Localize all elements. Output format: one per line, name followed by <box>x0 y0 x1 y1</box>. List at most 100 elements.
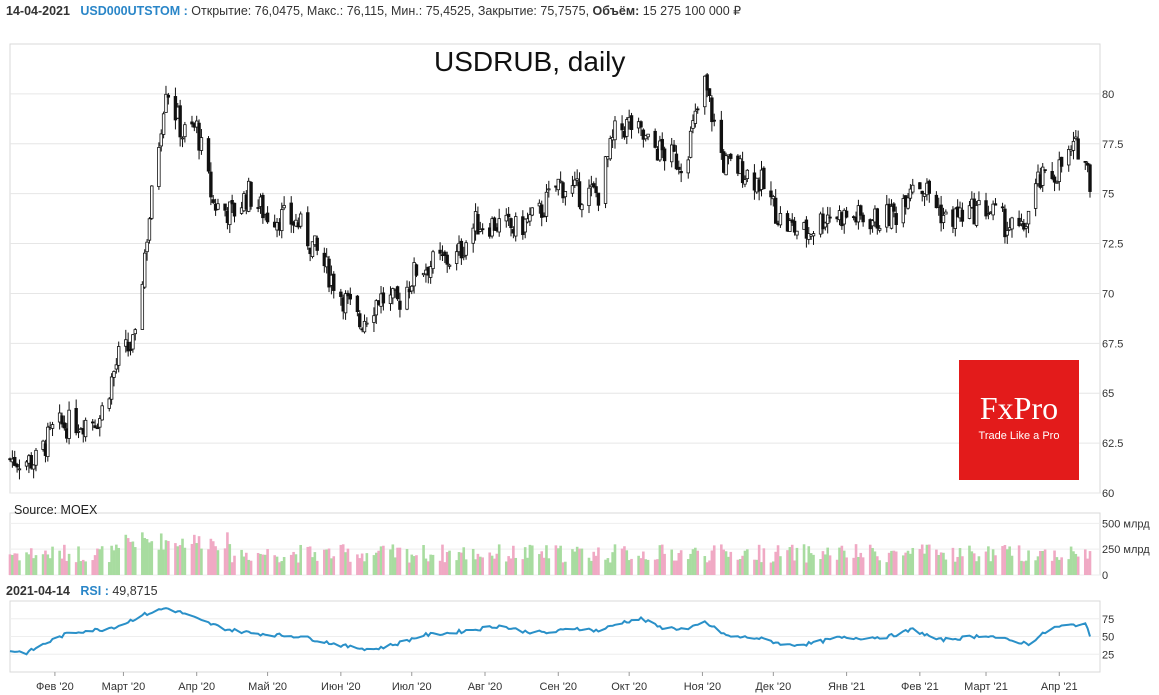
volume-bar <box>753 559 756 575</box>
candle-body <box>492 217 497 231</box>
candle-body <box>462 255 466 258</box>
volume-bar <box>200 548 203 575</box>
volume-bar <box>247 559 250 575</box>
volume-bar <box>727 556 730 575</box>
volume-bar <box>471 548 475 575</box>
candle-body <box>877 227 882 231</box>
volume-bar <box>266 549 269 575</box>
candle-body <box>180 137 185 140</box>
candle-body <box>504 214 508 222</box>
volume-bar <box>1050 560 1054 575</box>
candle-body <box>190 121 194 125</box>
candle-body <box>696 108 700 111</box>
candle-body <box>773 197 778 224</box>
volume-bar <box>294 554 298 575</box>
candle-body <box>62 422 67 429</box>
volume-bar <box>786 550 789 575</box>
volume-bar <box>840 545 844 575</box>
volume-bar <box>46 554 50 575</box>
volume-bar <box>545 545 548 575</box>
volume-bar <box>313 552 317 575</box>
volume-bar <box>975 561 978 575</box>
volume-bar <box>762 548 766 575</box>
volume-bar <box>972 553 976 575</box>
volume-bar <box>677 553 681 575</box>
candle-body <box>391 288 395 299</box>
volume-bar <box>63 544 66 575</box>
volume-bar <box>670 549 674 575</box>
volume-bar <box>686 559 690 575</box>
rsi-label[interactable]: RSI <box>80 584 102 598</box>
candle-body <box>540 204 544 218</box>
volume-bar <box>868 544 872 575</box>
volume-bar <box>675 560 678 575</box>
volume-bar <box>729 551 733 575</box>
volume-bar <box>478 556 482 575</box>
volume-bar <box>958 548 962 575</box>
volume-bar <box>894 551 898 575</box>
volume-bar <box>580 548 584 575</box>
volume-bar <box>887 552 891 575</box>
volume-bar <box>455 560 458 575</box>
candle-body <box>166 94 171 98</box>
candle-body <box>710 97 714 123</box>
candle-body <box>480 228 485 231</box>
volume-bar <box>942 552 945 575</box>
volume-bar <box>249 560 253 575</box>
volume-bar <box>1072 551 1075 575</box>
candle-body <box>414 264 419 276</box>
candle-body <box>762 167 766 190</box>
volume-bar <box>216 550 220 575</box>
volume-bar <box>282 556 286 575</box>
volume-bar <box>495 553 499 575</box>
volume-bar <box>1008 546 1011 575</box>
candle-body <box>223 203 227 211</box>
candle-body <box>117 346 121 366</box>
volume-value: 15 275 100 000 ₽ <box>642 4 742 18</box>
symbol-link[interactable]: USD000UTSTOM <box>80 4 181 18</box>
candle-body <box>977 200 981 206</box>
candle-body <box>859 205 863 216</box>
candle-body <box>561 182 565 199</box>
candle-body <box>608 138 612 160</box>
candle-body <box>93 425 97 428</box>
candle-body <box>454 251 459 264</box>
price-tick-label: 70 <box>1102 288 1114 300</box>
volume-bar <box>214 546 217 575</box>
candle-body <box>74 408 78 434</box>
volume-bar <box>398 547 402 575</box>
candle-body <box>719 119 724 153</box>
volume-bar <box>34 555 38 575</box>
candle-body <box>211 199 215 203</box>
x-tick-label: Апр '21 <box>1041 681 1078 693</box>
volume-bar <box>410 554 414 575</box>
volume-bar <box>145 539 149 575</box>
candle-body <box>724 155 728 176</box>
volume-bar <box>476 553 480 575</box>
low-label: Мин.: <box>390 4 423 18</box>
open-label: Открытие: <box>191 4 252 18</box>
candle-body <box>556 178 560 191</box>
candle-body <box>1033 183 1038 209</box>
rsi-line <box>9 607 1091 656</box>
candle-body <box>471 227 475 244</box>
candle-body <box>161 113 166 135</box>
volume-bar <box>594 555 598 575</box>
volume-bar <box>920 544 924 575</box>
volume-bar <box>1010 555 1014 575</box>
candle-body <box>844 210 849 218</box>
source-label: Source: MOEX <box>14 503 98 517</box>
candle-body <box>986 213 991 216</box>
volume-bar <box>689 553 692 575</box>
x-tick-label: Апр '20 <box>178 681 215 693</box>
volume-bar <box>769 562 773 575</box>
candle-body <box>140 283 145 330</box>
volume-bar <box>528 544 532 575</box>
volume-bar <box>828 555 832 575</box>
candle-body <box>183 124 187 138</box>
volume-bar <box>299 544 302 575</box>
volume-bar <box>757 544 761 575</box>
volume-bar <box>58 550 61 575</box>
volume-bar <box>306 546 310 575</box>
